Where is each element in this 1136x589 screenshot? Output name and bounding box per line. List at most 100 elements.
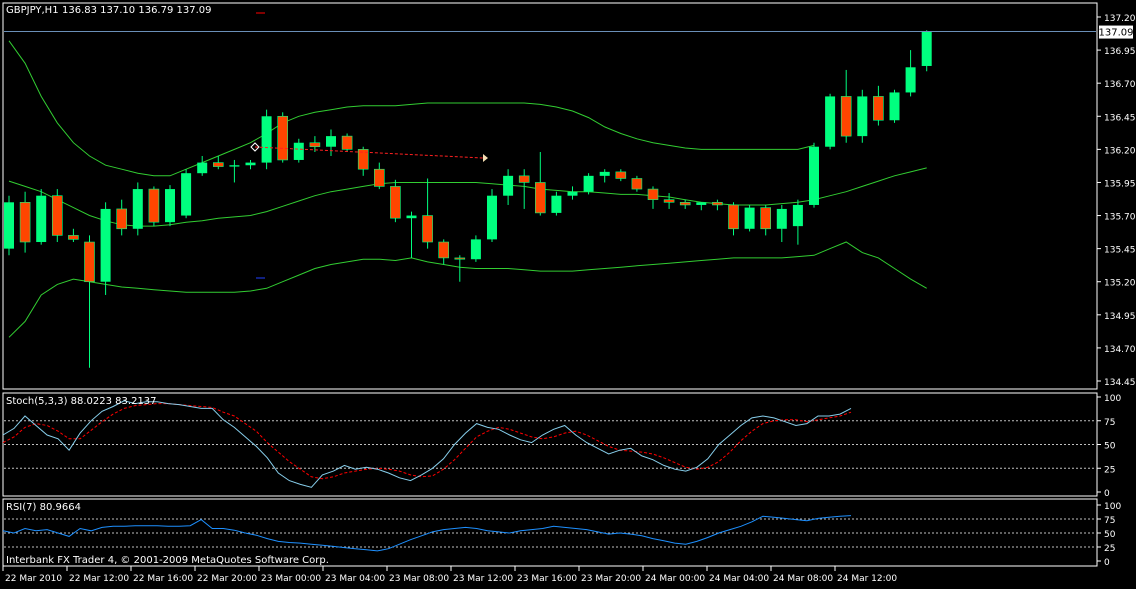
candle-body (712, 202, 723, 206)
candle (148, 186, 160, 227)
stochastic-pane[interactable]: 100 75 50 25 0 Stoch(5,3,3) 88.0223 83.2137 (2, 392, 1121, 499)
candle (534, 152, 546, 216)
candle-body (390, 186, 401, 219)
candle (51, 189, 63, 243)
rsi-line (2, 515, 852, 552)
candle-body (245, 162, 256, 166)
time-tick-label: 23 Mar 04:00 (325, 574, 385, 584)
indicator-tick-label: 25 (1104, 544, 1115, 554)
price-tick-label: 135.20 (1104, 279, 1136, 289)
candle-body (679, 202, 691, 206)
candle-body (373, 168, 385, 187)
candle (293, 138, 304, 163)
candle (245, 159, 256, 170)
candle (36, 189, 47, 245)
candle (261, 109, 272, 170)
candle-body (599, 171, 610, 176)
trendline-handle-icon[interactable] (483, 154, 488, 162)
candle (599, 169, 610, 183)
candle-body (857, 96, 868, 137)
candle (647, 186, 659, 209)
time-tick-label: 23 Mar 16:00 (517, 574, 577, 584)
candle-body (744, 207, 755, 229)
candle (615, 169, 627, 182)
price-tick-label: 134.95 (1104, 312, 1136, 322)
candle (132, 182, 143, 236)
candle-body (261, 116, 272, 163)
trendline-anchor-icon[interactable] (250, 142, 260, 152)
candle (873, 85, 884, 126)
stochastic-main-line (2, 400, 852, 488)
candle-body (326, 136, 336, 147)
candle (341, 133, 353, 153)
rsi-pane[interactable]: 100 75 50 25 0 RSI(7) 80.9664 Interbank FX T… (2, 498, 1121, 568)
candle-body (84, 241, 95, 283)
candle-body (696, 202, 707, 205)
time-tick-label: 22 Mar 12:00 (69, 574, 129, 584)
candle-body (293, 142, 304, 160)
candle-body (631, 178, 643, 190)
candle-body (406, 215, 417, 219)
current-price-label-box (1099, 25, 1133, 39)
candle-body (792, 204, 803, 227)
candle-body (809, 146, 819, 205)
candle (679, 199, 691, 209)
candle (487, 189, 497, 243)
current-price-label: 137.09 (1099, 28, 1134, 39)
candle-body (840, 96, 852, 137)
rsi-label: RSI(7) 80.9664 (6, 502, 81, 513)
time-tick-label: 23 Mar 20:00 (581, 574, 641, 584)
price-pane-frame (2, 2, 1098, 390)
candle (825, 93, 836, 150)
price-tick-label: 137.20 (1104, 14, 1136, 24)
candle (438, 239, 450, 265)
candle (776, 204, 787, 243)
time-tick-label: 23 Mar 12:00 (453, 574, 513, 584)
candle-body (776, 208, 787, 229)
price-tick-label: 134.45 (1104, 378, 1136, 388)
candle-body (454, 257, 466, 260)
candle-body (19, 202, 31, 243)
candle-body (148, 188, 160, 223)
bollinger-bands (8, 40, 927, 338)
candle-body (889, 92, 900, 121)
candle-body (116, 208, 127, 230)
candle (728, 202, 739, 236)
time-tick-label: 22 Mar 16:00 (133, 574, 193, 584)
candle-body (647, 188, 659, 200)
candle-body (51, 195, 63, 236)
candle-body (438, 241, 450, 259)
price-axis: 137.20 136.95 136.70 136.45 136.20 135.95 135.… (1097, 14, 1136, 388)
rsi-lines (2, 515, 1096, 552)
stochastic-signal-line (2, 403, 852, 480)
time-tick-label: 23 Mar 08:00 (389, 574, 449, 584)
candle (390, 179, 401, 223)
candle-body (503, 175, 514, 196)
candle-body (583, 175, 594, 192)
candle (406, 211, 417, 258)
price-tick-label: 136.70 (1104, 80, 1136, 90)
price-tick-label: 135.45 (1104, 246, 1136, 256)
candle (277, 112, 289, 163)
stochastic-axis: 100 75 50 25 0 (1097, 394, 1121, 499)
candle (165, 185, 175, 227)
price-tick-label: 136.45 (1104, 113, 1136, 123)
indicator-tick-label: 50 (1104, 442, 1116, 452)
platform-label: Interbank FX Trader 4, © 2001-2009 MetaQ… (6, 555, 329, 566)
candle (551, 191, 562, 216)
candle (792, 199, 803, 245)
candle (905, 50, 916, 97)
candle (229, 159, 240, 183)
candle (567, 186, 578, 200)
price-tick-label: 135.70 (1104, 213, 1136, 223)
price-pane[interactable]: 137.20 136.95 136.70 136.45 136.20 135.95 135.… (2, 2, 1136, 390)
candle (503, 169, 514, 205)
candle-body (487, 195, 497, 240)
trendline[interactable] (254, 146, 484, 159)
candle (19, 191, 31, 253)
candle (68, 228, 79, 243)
candle (840, 69, 852, 143)
candle (309, 136, 321, 153)
candle (84, 235, 95, 368)
